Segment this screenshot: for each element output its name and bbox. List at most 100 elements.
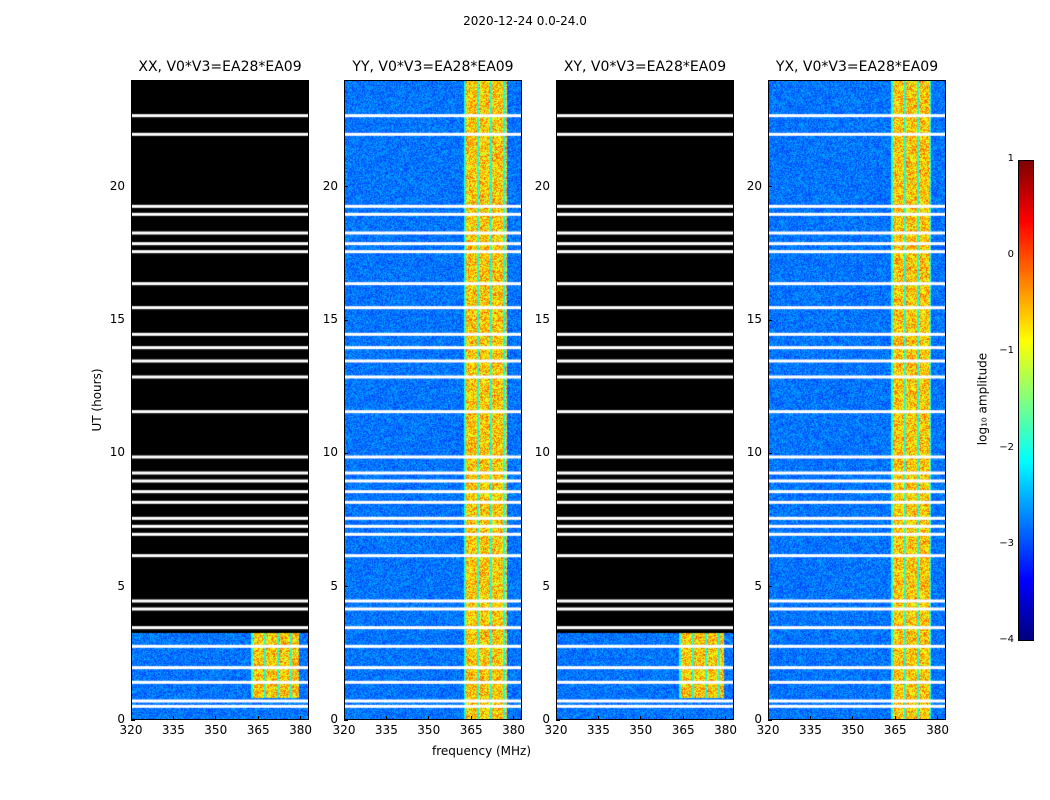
x-tick-label: 320 [332,723,356,737]
x-tick-mark [852,716,854,720]
y-tick-label: 5 [542,578,550,593]
panel-yy [344,80,522,720]
y-tick-label: 10 [534,445,550,460]
colorbar-tick-label: 1 [1007,153,1014,164]
y-tick-mark [131,586,135,588]
x-tick-mark [172,716,174,720]
x-tick-label: 350 [629,723,653,737]
x-tick-mark [385,716,387,720]
x-tick-label: 335 [798,723,822,737]
y-tick-mark [344,586,348,588]
x-axis-label: frequency (MHz) [432,744,532,758]
x-tick-mark [937,716,939,720]
y-tick-label: 10 [109,445,125,460]
heatmap-xx [132,81,308,719]
y-tick-label: 15 [109,312,125,326]
y-tick-label: 0 [117,712,125,726]
x-tick-label: 380 [714,723,737,737]
heatmap-yy [345,81,521,719]
heatmap-yx [769,81,945,719]
x-tick-label: 335 [586,723,610,737]
panel-title-xx: XX, V0*V3=EA28*EA09 [138,59,302,75]
y-tick-label: 10 [322,445,338,460]
x-tick-mark [215,716,217,720]
x-tick-label: 365 [246,723,270,737]
x-tick-mark [597,716,599,720]
panel-xx [131,80,309,720]
y-tick-label: 20 [746,178,762,193]
x-tick-label: 320 [544,723,568,737]
y-tick-mark [768,586,772,588]
x-tick-mark [555,716,557,720]
colorbar-tick-label: 0 [1007,249,1014,261]
y-tick-mark [768,319,772,321]
y-tick-label: 20 [109,178,125,193]
y-tick-mark [556,586,560,588]
y-tick-mark [556,186,560,188]
x-tick-label: 320 [756,723,780,737]
y-tick-mark [344,719,348,721]
panel-title-xy: XY, V0*V3=EA28*EA09 [563,59,727,75]
y-tick-mark [768,719,772,721]
panel-yx [768,80,946,720]
y-tick-label: 0 [330,712,338,726]
panel-title-yy: YY, V0*V3=EA28*EA09 [352,59,514,75]
colorbar-tick-label: −2 [999,441,1014,453]
x-tick-label: 320 [119,723,143,737]
y-tick-mark [768,452,772,454]
x-tick-mark [894,716,896,720]
x-tick-label: 350 [204,723,228,737]
x-tick-mark [130,716,132,720]
x-tick-mark [300,716,302,720]
y-tick-label: 20 [534,178,550,193]
x-tick-label: 335 [161,723,185,737]
y-tick-mark [556,452,560,454]
y-tick-mark [131,186,135,188]
x-tick-label: 365 [883,723,907,737]
y-tick-mark [344,452,348,454]
x-tick-mark [428,716,430,720]
x-tick-label: 380 [289,723,312,737]
y-tick-mark [556,319,560,321]
y-tick-label: 15 [322,312,338,326]
y-axis-label: UT (hours) [90,368,104,432]
x-tick-label: 335 [374,723,398,737]
panel-title-yx: YX, V0*V3=EA28*EA09 [775,59,939,75]
y-tick-label: 5 [754,578,762,593]
y-tick-mark [131,452,135,454]
x-tick-mark [767,716,769,720]
x-tick-mark [809,716,811,720]
panel-xy [556,80,734,720]
x-tick-mark [470,716,472,720]
y-tick-label: 0 [542,712,550,726]
colorbar [1018,160,1034,641]
x-tick-label: 350 [841,723,865,737]
y-tick-mark [131,719,135,721]
x-tick-mark [513,716,515,720]
y-tick-mark [556,719,560,721]
x-tick-label: 350 [417,723,441,737]
y-tick-label: 5 [117,578,125,593]
y-tick-mark [131,319,135,321]
x-tick-label: 365 [459,723,483,737]
x-tick-label: 380 [926,723,949,737]
colorbar-label: log₁₀ amplitude [975,352,990,446]
y-tick-label: 5 [330,578,338,593]
y-tick-label: 20 [322,178,338,193]
colorbar-tick-label: −4 [999,634,1014,645]
x-tick-label: 380 [502,723,525,737]
y-tick-mark [768,186,772,188]
figure-title: 2020-12-24 0.0-24.0 [463,14,587,28]
x-tick-mark [682,716,684,720]
y-tick-label: 0 [754,712,762,726]
y-tick-mark [344,186,348,188]
y-tick-label: 15 [534,312,550,326]
y-tick-mark [344,319,348,321]
x-tick-mark [725,716,727,720]
colorbar-tick-label: −1 [999,345,1014,357]
x-tick-mark [257,716,259,720]
x-tick-mark [640,716,642,720]
colorbar-tick-label: −3 [999,537,1014,549]
heatmap-xy [557,81,733,719]
x-tick-mark [343,716,345,720]
